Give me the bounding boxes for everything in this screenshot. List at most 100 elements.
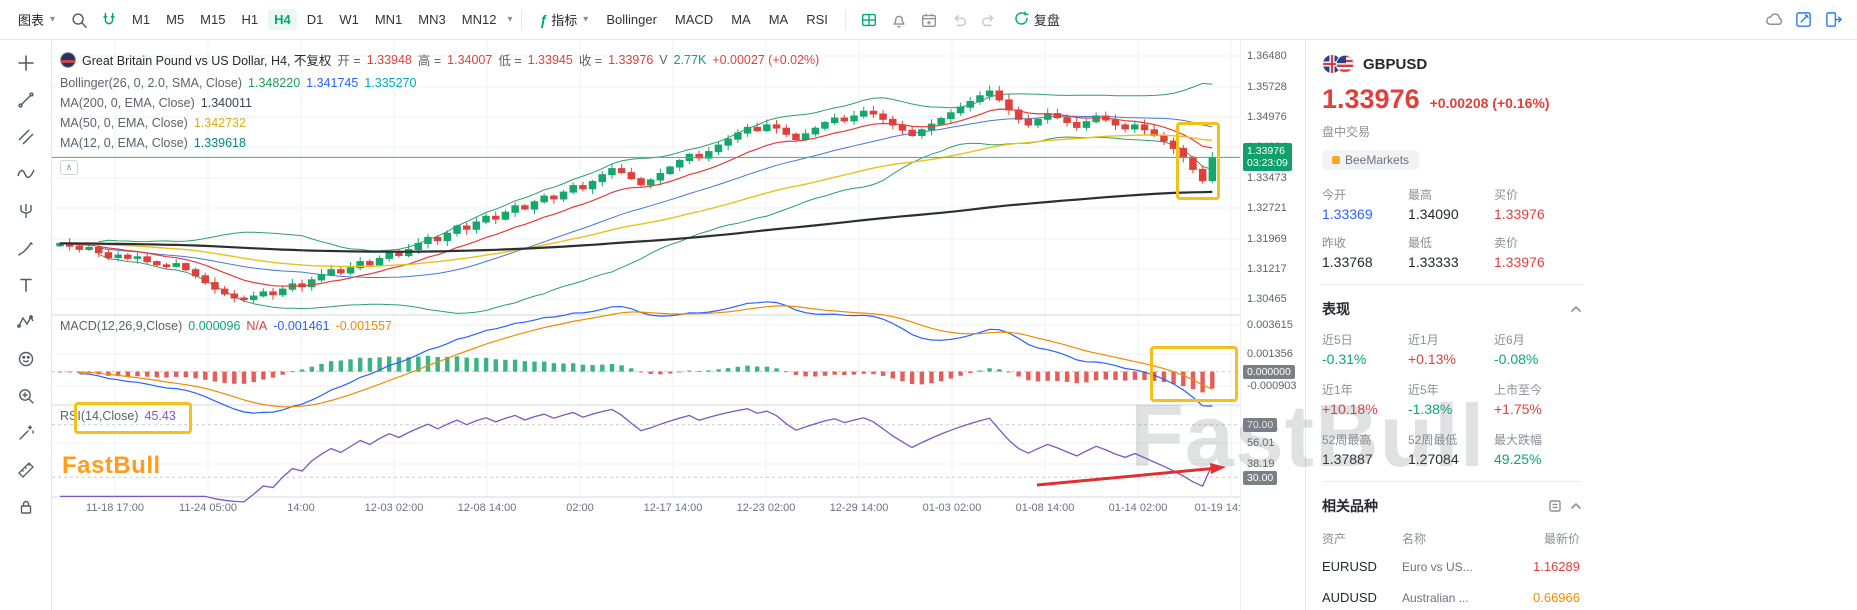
alert-bell-icon[interactable] [885,7,913,33]
lock-tool-icon[interactable] [11,494,41,520]
rsi-legend[interactable]: RSI(14,Close) 45.43 [60,409,176,423]
time-label: 12-23 02:00 [736,502,796,514]
indicators-button[interactable]: ƒ 指标 ▾ [531,6,596,33]
time-label: 11-18 17:00 [86,502,144,514]
chevron-up-icon[interactable] [1570,303,1582,315]
replay-label: 复盘 [1033,13,1060,28]
measure-tool-icon[interactable] [11,457,41,483]
related-price: 0.66966 [1533,590,1580,605]
redo-icon[interactable] [975,7,1003,33]
wave-tool-icon[interactable] [11,161,41,187]
timeframe-mn1[interactable]: MN1 [374,12,403,27]
high-value: 1.34007 [447,52,493,67]
replay-icon [1013,10,1030,30]
rsi-tick: 38.19 [1247,458,1275,470]
legend-collapse-button[interactable]: ∧ [60,160,78,175]
indicator-shortcut-macd[interactable]: MACD [674,12,714,27]
perf-label: 上市至今 [1494,383,1543,397]
timeframes-more-icon[interactable]: ▾ [507,14,513,25]
parallel-channel-tool-icon[interactable] [11,124,41,150]
timeframe-d1[interactable]: D1 [306,12,324,27]
sticker-tool-icon[interactable] [11,346,41,372]
macd-line-value: -0.001461 [273,319,330,333]
price-tick: 1.31969 [1247,233,1287,245]
indicator-shortcut-ma2[interactable]: MA [768,12,789,27]
ma12-legend[interactable]: MA(12, 0, EMA, Close) 1.339618 [60,136,246,150]
magic-wand-tool-icon[interactable] [11,420,41,446]
panel-change: +0.00208 (+0.16%) [1429,95,1550,111]
timeframe-h1[interactable]: H1 [241,12,259,27]
chevron-down-icon: ▾ [583,14,589,25]
undo-icon[interactable] [945,7,973,33]
bollinger-lower-value: 1.335270 [364,76,417,90]
quote-grid: 今开 1.33369 最高 1.34090 买价 1.33976 昨收 1.33768 … [1322,186,1580,270]
broker-tag[interactable]: BeeMarkets [1322,150,1420,170]
crosshair-tool-icon[interactable] [11,50,41,76]
macd-tick: 0.003615 [1247,319,1293,331]
broker-logo-icon [1332,156,1340,164]
perf-label: 近1月 [1408,333,1439,347]
ma12-value: 1.339618 [193,136,246,150]
timeframe-m5[interactable]: M5 [166,12,185,27]
low-value: 1.33945 [527,52,573,67]
edit-note-icon[interactable] [1789,7,1817,33]
related-price: 1.16289 [1533,559,1580,574]
timeframe-w1[interactable]: W1 [339,12,359,27]
trendline-tool-icon[interactable] [11,87,41,113]
chart-canvas[interactable]: Great Britain Pound vs US Dollar, H4, 不复… [52,40,1240,610]
text-tool-icon[interactable] [11,272,41,298]
performance-title: 表现 [1322,301,1350,317]
related-symbols-header[interactable]: 相关品种 [1322,496,1582,516]
list-view-icon[interactable] [1548,499,1562,513]
bollinger-legend[interactable]: Bollinger(26, 0, 2.0, SMA, Close) 1.3482… [60,76,416,90]
timeframe-m1[interactable]: M1 [132,12,151,27]
chart-menu-button[interactable]: 图表 ▾ [10,6,63,33]
pitchfork-tool-icon[interactable] [11,198,41,224]
magnet-icon[interactable] [95,7,123,33]
chart-plot[interactable] [52,40,1240,522]
indicator-shortcut-bollinger[interactable]: Bollinger [606,12,657,27]
macd-legend[interactable]: MACD(12,26,9,Close) 0.000096 N/A -0.0014… [60,319,392,333]
ma50-legend[interactable]: MA(50, 0, EMA, Close) 1.342732 [60,116,246,130]
divider [521,9,523,30]
search-icon[interactable] [65,7,93,33]
quote-label: 卖价 [1494,236,1519,250]
timeframe-h4-active[interactable]: H4 [268,9,297,30]
col-last-price: 最新价 [1543,532,1580,546]
symbol-legend[interactable]: Great Britain Pound vs US Dollar, H4, 不复… [60,50,819,69]
price-scale[interactable]: 1.36480 1.35728 1.34976 1.34224 1.33473 … [1240,40,1305,610]
volume-label: V [659,52,668,67]
replay-button[interactable]: 复盘 [1005,7,1068,33]
pattern-tool-icon[interactable] [11,309,41,335]
bollinger-mid-value: 1.341745 [306,76,359,90]
zoom-in-tool-icon[interactable] [11,383,41,409]
time-label: 01-19 14:00 [1194,502,1240,514]
layout-grid-icon[interactable] [855,7,883,33]
related-row-eurusd[interactable]: EURUSD Euro vs US... 1.16289 [1322,551,1580,582]
session-status: 盘中交易 [1322,125,1371,139]
ma200-legend[interactable]: MA(200, 0, EMA, Close) 1.340011 [60,96,252,110]
brush-tool-icon[interactable] [11,235,41,261]
quote-label: 昨收 [1322,236,1347,250]
quote-label: 最低 [1408,236,1433,250]
indicator-shortcut-ma1[interactable]: MA [731,12,751,27]
indicator-shortcut-rsi[interactable]: RSI [806,12,828,27]
time-label: 12-29 14:00 [829,502,889,514]
price-tick: 1.34976 [1247,111,1287,123]
current-price-label: 1.33976 03:23:09 [1243,143,1292,171]
related-row-audusd[interactable]: AUDUSD Australian ... 0.66966 [1322,582,1580,610]
divider [844,9,846,30]
timeframe-mn12[interactable]: MN12 [461,12,497,27]
perf-label: 近6月 [1494,333,1525,347]
perf-value: -0.31% [1322,351,1367,367]
timeframe-mn3[interactable]: MN3 [418,12,446,27]
time-axis[interactable]: 3 10:00 11-18 17:00 11-24 05:00 14:00 12… [52,500,1240,520]
calendar-icon[interactable] [915,7,943,33]
cloud-save-icon[interactable] [1759,7,1787,33]
performance-header[interactable]: 表现 [1322,299,1582,319]
perf-value: +0.13% [1408,351,1456,367]
bollinger-label: Bollinger(26, 0, 2.0, SMA, Close) [60,76,243,90]
collapse-panel-icon[interactable] [1819,7,1847,33]
chevron-up-icon[interactable] [1570,500,1582,512]
timeframe-m15[interactable]: M15 [200,12,226,27]
